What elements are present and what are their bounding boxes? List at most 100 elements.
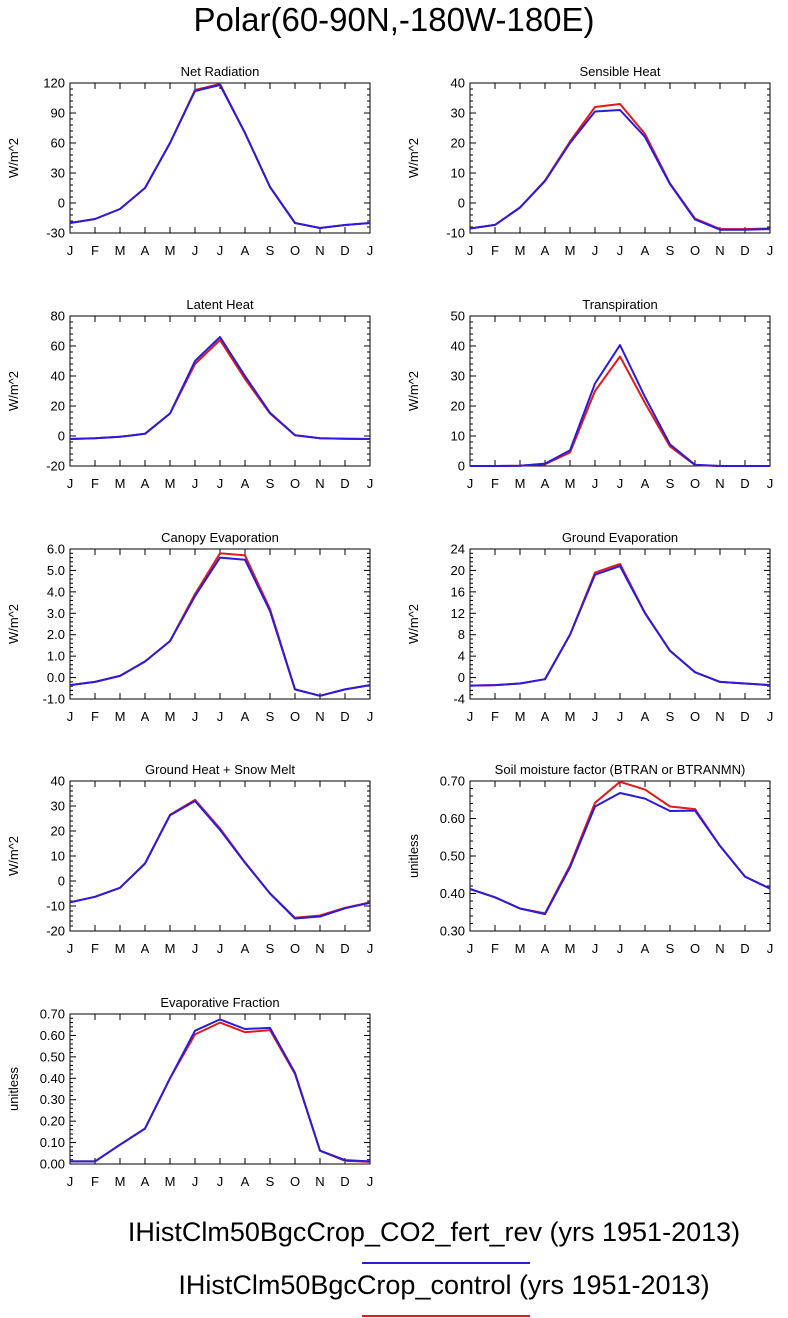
y-tick-label: 40: [51, 774, 65, 789]
x-tick-label: J: [592, 476, 599, 491]
x-tick-label: J: [217, 243, 224, 258]
y-tick-label: 12: [451, 606, 465, 621]
x-tick-label: D: [740, 476, 749, 491]
x-tick-label: A: [641, 941, 650, 956]
x-tick-label: A: [141, 476, 150, 491]
x-tick-label: A: [241, 476, 250, 491]
x-tick-label: M: [515, 476, 526, 491]
x-tick-label: O: [690, 709, 700, 724]
x-tick-label: A: [641, 709, 650, 724]
y-tick-label: 40: [451, 76, 465, 91]
legend-line-control: [362, 1315, 530, 1317]
x-tick-label: O: [690, 476, 700, 491]
x-tick-label: J: [67, 1174, 74, 1189]
x-tick-label: M: [165, 941, 176, 956]
y-tick-label: 10: [51, 849, 65, 864]
x-tick-label: F: [91, 476, 99, 491]
x-tick-label: J: [617, 941, 624, 956]
x-tick-label: O: [290, 1174, 300, 1189]
x-tick-label: J: [767, 941, 774, 956]
x-tick-label: F: [91, 709, 99, 724]
page-title: Polar(60-90N,-180W-180E): [193, 1, 595, 38]
x-tick-label: J: [617, 476, 624, 491]
x-tick-label: M: [515, 243, 526, 258]
x-tick-label: O: [290, 709, 300, 724]
y-tick-label: 16: [451, 584, 465, 599]
x-tick-label: J: [367, 1174, 374, 1189]
series-line-experiment: [470, 344, 770, 467]
x-tick-label: J: [367, 709, 374, 724]
series-line-experiment: [69, 84, 371, 229]
x-tick-label: N: [315, 941, 324, 956]
plot-frame: [469, 548, 771, 700]
y-tick-label: 20: [51, 824, 65, 839]
x-tick-label: M: [115, 709, 126, 724]
x-tick-label: S: [666, 709, 675, 724]
x-tick-label: A: [641, 476, 650, 491]
chart-title: Ground Heat + Snow Melt: [145, 762, 295, 777]
x-tick-label: F: [491, 476, 499, 491]
x-tick-label: M: [115, 1174, 126, 1189]
x-tick-label: F: [491, 941, 499, 956]
x-tick-label: J: [592, 941, 599, 956]
chart-panel: Evaporative Fraction unitless 0.00 0.10 0.20…: [6, 995, 373, 1189]
y-tick-label: 50: [451, 309, 465, 324]
y-tick-label: 0.30: [40, 1092, 65, 1107]
x-tick-label: A: [241, 1174, 250, 1189]
chart-panel: Canopy Evaporation W/m^2 -1.0 0.0 1.0 2.0 3.0 4…: [6, 530, 373, 724]
y-tick-label: 0.40: [40, 1071, 65, 1086]
y-tick-label: 90: [51, 106, 65, 121]
x-tick-label: S: [266, 476, 275, 491]
chart-panel: Soil moisture factor (BTRAN or BTRANMN) u…: [406, 762, 773, 956]
x-tick-label: A: [241, 243, 250, 258]
y-tick-label: 4: [458, 649, 465, 664]
x-tick-label: D: [340, 709, 349, 724]
x-tick-label: N: [315, 709, 324, 724]
series-line-experiment: [469, 792, 771, 916]
chart-title: Ground Evaporation: [562, 530, 678, 545]
y-tick-label: -10: [46, 899, 65, 914]
y-tick-label: 30: [451, 369, 465, 384]
plot-frame: [69, 780, 371, 932]
x-tick-label: J: [192, 1174, 199, 1189]
y-tick-label: 0.70: [440, 774, 465, 789]
x-tick-label: M: [115, 941, 126, 956]
legend-label-experiment: IHistClm50BgcCrop_CO2_fert_rev (yrs 1951…: [127, 1217, 741, 1247]
x-tick-label: M: [565, 709, 576, 724]
y-tick-label: 2.0: [47, 627, 65, 642]
y-axis-label: W/m^2: [6, 371, 21, 411]
x-tick-label: O: [690, 243, 700, 258]
x-tick-label: O: [690, 941, 700, 956]
y-axis-label: unitless: [406, 833, 421, 878]
x-tick-label: S: [666, 476, 675, 491]
y-axis-label: W/m^2: [6, 138, 21, 178]
x-tick-label: J: [592, 709, 599, 724]
y-tick-label: 30: [51, 799, 65, 814]
x-tick-label: J: [367, 941, 374, 956]
x-tick-label: J: [192, 243, 199, 258]
y-tick-label: -1.0: [43, 692, 65, 707]
y-tick-label: 0.60: [40, 1028, 65, 1043]
series-line-control: [70, 1021, 371, 1163]
y-tick-label: 40: [451, 339, 465, 354]
legend-line-experiment: [362, 1262, 530, 1264]
x-tick-label: J: [467, 941, 474, 956]
x-tick-label: J: [217, 941, 224, 956]
x-tick-label: J: [367, 476, 374, 491]
x-tick-label: J: [192, 709, 199, 724]
y-tick-label: 1.0: [47, 649, 65, 664]
y-tick-label: 24: [451, 542, 465, 557]
y-axis-label: W/m^2: [406, 371, 421, 411]
x-tick-label: D: [740, 243, 749, 258]
series-line-experiment: [69, 800, 371, 920]
y-tick-label: 8: [458, 627, 465, 642]
x-tick-label: S: [266, 1174, 275, 1189]
y-tick-label: 20: [51, 399, 65, 414]
chart-title: Transpiration: [582, 297, 657, 312]
x-tick-label: J: [67, 476, 74, 491]
x-tick-label: O: [290, 941, 300, 956]
y-tick-label: 6.0: [47, 542, 65, 557]
series-line-experiment: [70, 1018, 371, 1163]
